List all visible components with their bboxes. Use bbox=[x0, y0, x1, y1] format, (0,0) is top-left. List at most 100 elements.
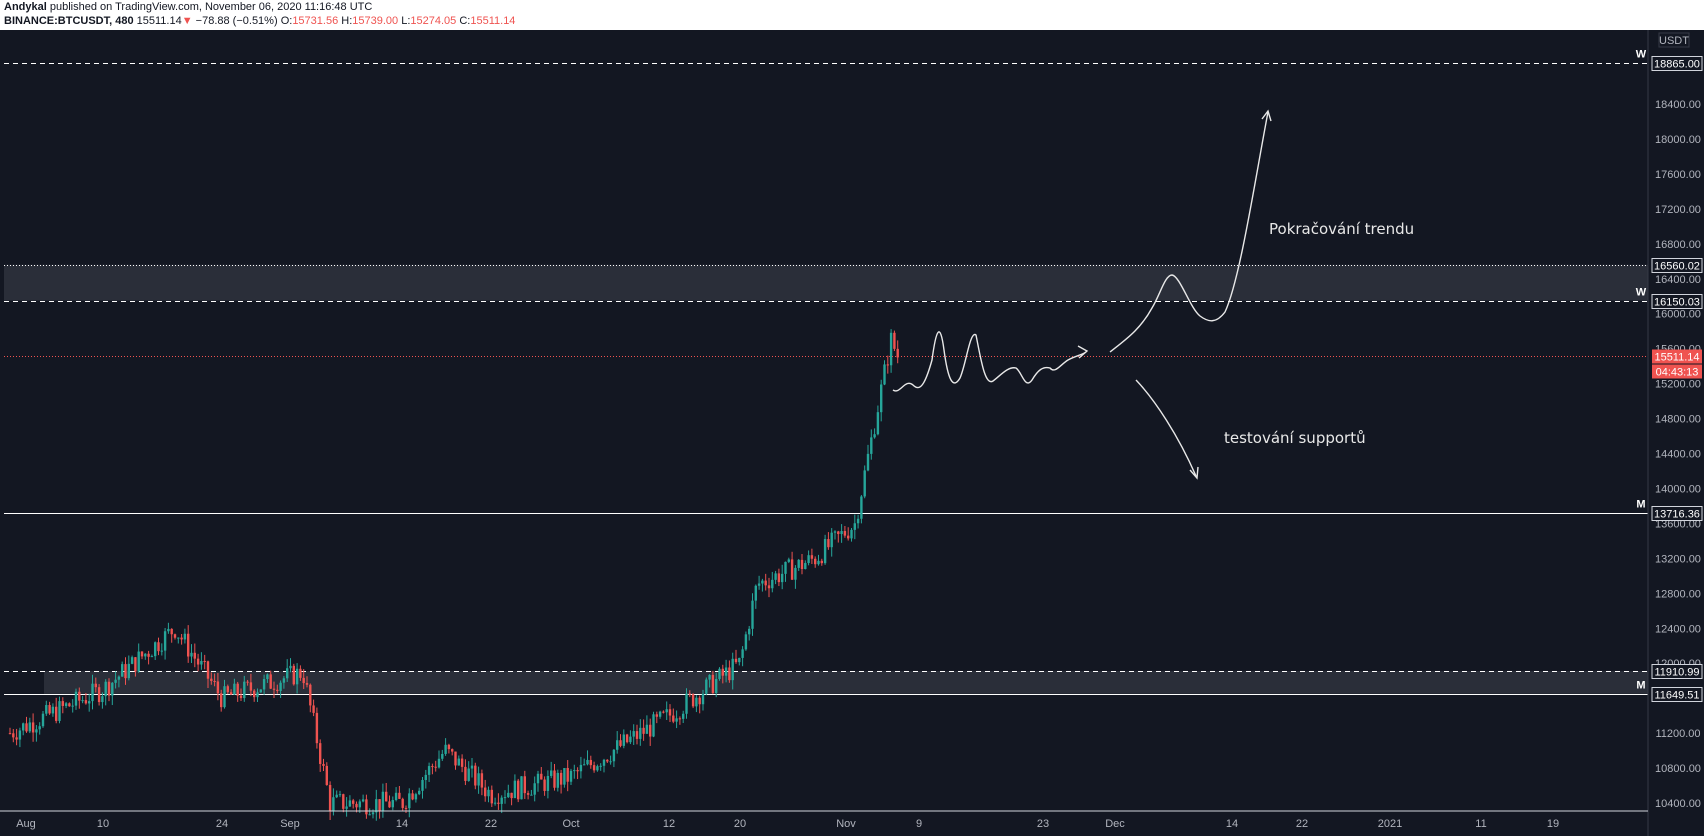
candle-body bbox=[107, 681, 111, 696]
ohlc-line: BINANCE:BTCUSDT, 480 15511.14▼ −78.88 (−… bbox=[4, 15, 515, 27]
bullish-arrowhead bbox=[1261, 109, 1272, 122]
candle-body bbox=[170, 628, 173, 635]
candle-body bbox=[583, 764, 586, 766]
candle-body bbox=[22, 723, 25, 731]
open-value: 15731.56 bbox=[292, 15, 339, 27]
price-tick-19: 10400.00 bbox=[1655, 798, 1701, 810]
candle-body bbox=[550, 770, 553, 776]
candle-body bbox=[163, 631, 167, 651]
candle-body bbox=[708, 674, 711, 680]
candle-body bbox=[203, 660, 206, 662]
candle-body bbox=[761, 580, 764, 584]
candle-body bbox=[167, 628, 170, 632]
candle-body bbox=[688, 693, 691, 695]
level-price-labels: 18865.00 16560.02 16150.03 13716.36 11910.99… bbox=[1651, 56, 1703, 702]
candle-body bbox=[276, 689, 279, 691]
candle-body bbox=[12, 733, 15, 738]
candle-body bbox=[378, 799, 381, 811]
candle-body bbox=[431, 766, 434, 768]
candle-body bbox=[863, 470, 866, 497]
price-tick-10: 14400.00 bbox=[1655, 449, 1701, 461]
time-tick-17: 19 bbox=[1547, 818, 1559, 830]
bearish-arrowhead bbox=[1189, 466, 1199, 480]
candle-body bbox=[804, 563, 807, 570]
candle-body bbox=[124, 664, 127, 679]
candle-body bbox=[229, 692, 233, 695]
candle-body bbox=[751, 600, 754, 629]
candle-body bbox=[74, 691, 78, 706]
open-label: O: bbox=[280, 15, 293, 27]
candle-body bbox=[655, 714, 658, 717]
candle-body bbox=[658, 711, 662, 717]
candle-body bbox=[873, 434, 876, 438]
time-axis[interactable]: Aug 10 24 Sep 14 22 Oct 12 20 Nov 9 23 Dec 14 22 2021 11… bbox=[0, 810, 1648, 830]
candle-body bbox=[794, 567, 797, 580]
candle-body bbox=[563, 768, 566, 785]
candle-body bbox=[566, 768, 569, 782]
candle-body bbox=[616, 740, 619, 750]
candle-body bbox=[480, 773, 484, 788]
candle-body bbox=[371, 812, 375, 815]
candle-body bbox=[487, 789, 490, 797]
candle-body bbox=[797, 559, 800, 568]
candle-body bbox=[573, 770, 576, 772]
candle-body bbox=[302, 677, 305, 684]
level-label-box-0 bbox=[1651, 56, 1703, 71]
candle-body bbox=[286, 668, 289, 679]
candle-body bbox=[701, 693, 705, 705]
candle-body bbox=[827, 539, 830, 548]
candle-body bbox=[622, 734, 625, 746]
candle-body bbox=[520, 776, 523, 800]
projection-wave-arrowhead bbox=[1077, 345, 1089, 359]
price-tick-3: 17200.00 bbox=[1655, 204, 1701, 216]
last-price-badge bbox=[1652, 349, 1702, 364]
candle-body bbox=[833, 531, 837, 533]
candle-body bbox=[754, 585, 757, 601]
candle-body bbox=[484, 787, 487, 797]
candle-body bbox=[612, 749, 616, 762]
candle-body bbox=[880, 384, 883, 413]
bearish-scenario-path bbox=[1135, 379, 1197, 477]
candle-body bbox=[41, 713, 45, 727]
candle-body bbox=[672, 715, 675, 722]
price-tick-17: 11200.00 bbox=[1655, 728, 1700, 740]
candle-body bbox=[157, 642, 160, 652]
candle-body bbox=[837, 531, 840, 535]
candle-body bbox=[830, 532, 833, 548]
currency-label: USDT bbox=[1659, 35, 1689, 47]
candle-body bbox=[457, 758, 460, 766]
candle-body bbox=[325, 765, 328, 785]
candle-body bbox=[421, 779, 424, 791]
candle-body bbox=[629, 736, 632, 743]
candle-body bbox=[385, 791, 388, 802]
candle-body bbox=[309, 684, 312, 706]
candle-body bbox=[328, 784, 332, 812]
candle-body bbox=[289, 665, 292, 669]
candle-body bbox=[342, 794, 345, 809]
candle-body bbox=[517, 780, 520, 800]
resistance-zone bbox=[4, 264, 1648, 301]
price-chart[interactable]: W W M M Pokračování trendu testování suppor… bbox=[0, 30, 1704, 836]
candle-body bbox=[724, 667, 728, 676]
candle-body bbox=[576, 770, 579, 772]
candle-body bbox=[540, 773, 543, 780]
candle-body bbox=[784, 561, 787, 574]
price-tick-14: 12800.00 bbox=[1655, 588, 1701, 600]
price-axis[interactable]: USDT 18400.00 18000.00 17600.00 17200.00 168… bbox=[1647, 30, 1703, 836]
time-tick-9: Nov bbox=[836, 818, 856, 830]
candle-body bbox=[183, 633, 187, 640]
candle-body bbox=[497, 802, 500, 804]
time-tick-14: 22 bbox=[1296, 818, 1308, 830]
candle-body bbox=[140, 651, 144, 657]
candle-body bbox=[233, 683, 236, 695]
candle-body bbox=[817, 560, 820, 565]
candle-body bbox=[312, 705, 315, 713]
candle-body bbox=[8, 733, 12, 735]
level-tag-5: M bbox=[1636, 680, 1645, 692]
candle-body bbox=[602, 759, 606, 766]
candle-body bbox=[569, 770, 573, 782]
candle-body bbox=[434, 766, 437, 768]
candle-body bbox=[322, 763, 325, 766]
candle-body bbox=[200, 660, 203, 665]
level-label-0: 18865.00 bbox=[1654, 59, 1700, 71]
